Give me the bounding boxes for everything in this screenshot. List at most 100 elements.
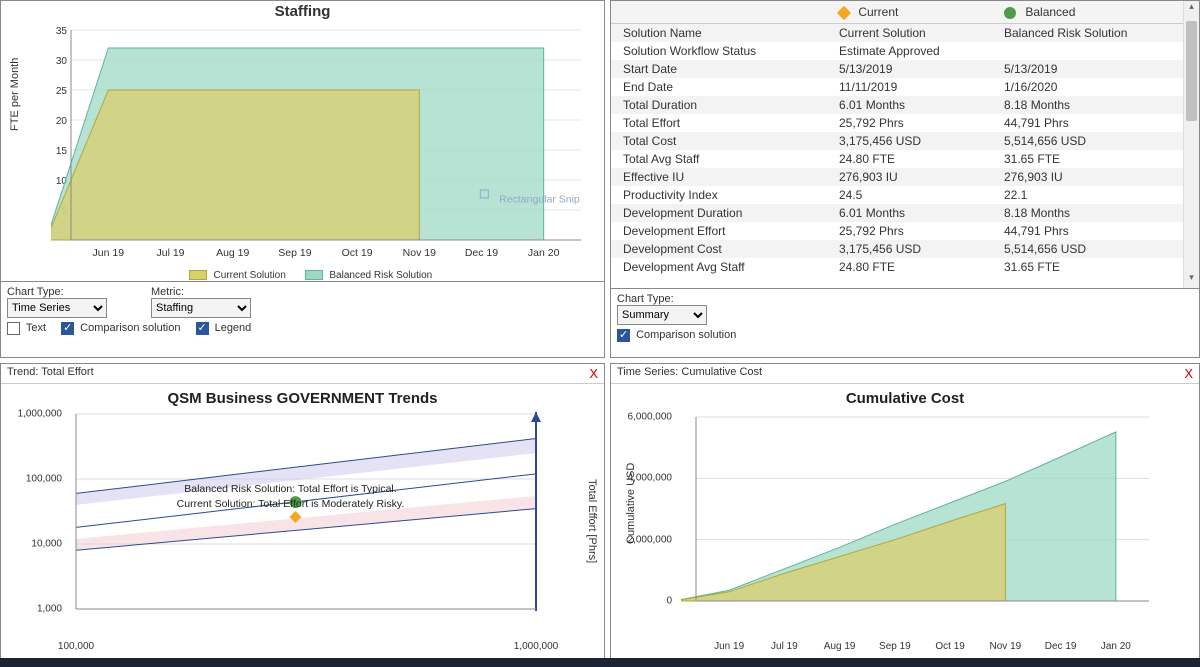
scroll-up-icon[interactable]: ▴ xyxy=(1184,1,1199,17)
svg-text:20: 20 xyxy=(56,116,68,127)
table-row: Development Effort25,792 Phrs44,791 Phrs xyxy=(611,222,1199,240)
summary-header-balanced: Balanced xyxy=(996,1,1199,23)
table-row: End Date11/11/20191/16/2020 xyxy=(611,78,1199,96)
table-cell: Development Duration xyxy=(611,204,831,222)
staffing-panel: Staffing FTE per Month 5101520253035Jun … xyxy=(0,0,605,358)
comparison-checkbox[interactable] xyxy=(61,322,74,335)
table-cell: 276,903 IU xyxy=(996,168,1199,186)
table-cell: Current Solution xyxy=(831,23,996,42)
table-cell: 1/16/2020 xyxy=(996,78,1199,96)
table-cell xyxy=(996,42,1199,60)
svg-text:Sep 19: Sep 19 xyxy=(278,247,311,259)
cumcost-panel: Time Series: Cumulative Cost X Cumulativ… xyxy=(610,363,1200,663)
cumcost-header-text: Time Series: Cumulative Cost xyxy=(617,366,762,381)
cumcost-close-button[interactable]: X xyxy=(1184,366,1193,381)
chart-type-select[interactable]: Time Series xyxy=(7,298,107,318)
table-cell: Total Avg Staff xyxy=(611,150,831,168)
summary-comparison-checkbox[interactable] xyxy=(617,329,630,342)
comparison-checkbox-wrap[interactable]: Comparison solution xyxy=(61,322,183,334)
legend-swatch-balanced xyxy=(305,270,323,280)
table-cell: Development Avg Staff xyxy=(611,258,831,276)
table-cell: Development Cost xyxy=(611,240,831,258)
legend-checkbox-wrap[interactable]: Legend xyxy=(196,322,252,334)
svg-text:Nov 19: Nov 19 xyxy=(403,247,436,259)
taskbar[interactable] xyxy=(0,658,1200,667)
legend-swatch-current xyxy=(189,270,207,280)
table-cell: Effective IU xyxy=(611,168,831,186)
metric-label: Metric: xyxy=(151,286,251,298)
trend-panel: Trend: Total Effort X QSM Business GOVER… xyxy=(0,363,605,663)
table-cell: 276,903 IU xyxy=(831,168,996,186)
table-row: Total Avg Staff24.80 FTE31.65 FTE xyxy=(611,150,1199,168)
table-cell: Start Date xyxy=(611,60,831,78)
svg-text:15: 15 xyxy=(56,146,68,157)
summary-scrollbar[interactable]: ▴ ▾ xyxy=(1183,1,1199,288)
svg-text:Dec 19: Dec 19 xyxy=(465,247,498,259)
table-cell: 6.01 Months xyxy=(831,204,996,222)
table-cell: 31.65 FTE xyxy=(996,150,1199,168)
table-cell: 25,792 Phrs xyxy=(831,114,996,132)
summary-controls: Chart Type: Summary Comparison solution xyxy=(611,288,1199,344)
table-cell: 24.80 FTE xyxy=(831,150,996,168)
table-cell: Solution Name xyxy=(611,23,831,42)
table-row: Development Duration6.01 Months8.18 Mont… xyxy=(611,204,1199,222)
scroll-down-icon[interactable]: ▾ xyxy=(1184,272,1199,288)
table-row: Total Duration6.01 Months8.18 Months xyxy=(611,96,1199,114)
trend-header-text: Trend: Total Effort xyxy=(7,366,94,381)
summary-panel: Current Balanced Solution NameCurrent So… xyxy=(610,0,1200,358)
table-row: Effective IU276,903 IU276,903 IU xyxy=(611,168,1199,186)
legend-checkbox-label: Legend xyxy=(215,322,252,334)
text-checkbox-label: Text xyxy=(26,322,46,334)
table-row: Solution NameCurrent SolutionBalanced Ri… xyxy=(611,23,1199,42)
table-cell: 8.18 Months xyxy=(996,204,1199,222)
circle-icon xyxy=(1004,7,1016,19)
table-row: Total Effort25,792 Phrs44,791 Phrs xyxy=(611,114,1199,132)
trend-title: QSM Business GOVERNMENT Trends xyxy=(1,384,604,409)
staffing-chart: 5101520253035Jun 19Jul 19Aug 19Sep 19Oct… xyxy=(51,20,589,270)
summary-comparison-checkbox-wrap[interactable]: Comparison solution xyxy=(617,329,736,341)
text-checkbox-wrap[interactable]: Text xyxy=(7,322,49,334)
legend-label-balanced: Balanced Risk Solution xyxy=(329,270,432,281)
metric-select[interactable]: Staffing xyxy=(151,298,251,318)
summary-header-row: Current Balanced xyxy=(611,1,1199,23)
table-cell: 22.1 xyxy=(996,186,1199,204)
table-cell: 24.5 xyxy=(831,186,996,204)
cumcost-chart: 02,000,0004,000,0006,000,000 Jun 19Jul 1… xyxy=(681,409,1159,639)
legend-checkbox[interactable] xyxy=(196,322,209,335)
table-row: Start Date5/13/20195/13/2019 xyxy=(611,60,1199,78)
summary-chart-type-select[interactable]: Summary xyxy=(617,305,707,325)
table-cell: Balanced Risk Solution xyxy=(996,23,1199,42)
text-checkbox[interactable] xyxy=(7,322,20,335)
summary-header-balanced-text: Balanced xyxy=(1025,5,1075,19)
staffing-ylabel: FTE per Month xyxy=(9,58,21,131)
svg-text:Jan 20: Jan 20 xyxy=(528,247,560,259)
table-cell: Total Cost xyxy=(611,132,831,150)
table-cell: Productivity Index xyxy=(611,186,831,204)
table-cell: 6.01 Months xyxy=(831,96,996,114)
trend-close-button[interactable]: X xyxy=(589,366,598,381)
table-cell: 5/13/2019 xyxy=(996,60,1199,78)
svg-text:25: 25 xyxy=(56,86,68,97)
trend-chart: 1,00010,000100,0001,000,000 Balanced Ris… xyxy=(71,409,564,639)
svg-text:Jun 19: Jun 19 xyxy=(93,247,125,259)
svg-text:Aug 19: Aug 19 xyxy=(216,247,249,259)
svg-text:30: 30 xyxy=(56,56,68,67)
trend-yaxis-label: Total Effort [Phrs] xyxy=(586,479,598,563)
table-cell: Development Effort xyxy=(611,222,831,240)
svg-text:Rectangular Snip: Rectangular Snip xyxy=(499,194,580,206)
staffing-legend: Current Solution Balanced Risk Solution xyxy=(1,270,604,281)
table-cell: 31.65 FTE xyxy=(996,258,1199,276)
trend-header: Trend: Total Effort X xyxy=(1,364,604,384)
table-row: Development Cost3,175,456 USD5,514,656 U… xyxy=(611,240,1199,258)
svg-text:Current Solution: Total Effort: Current Solution: Total Effort is Modera… xyxy=(177,498,405,510)
summary-table-wrap: Current Balanced Solution NameCurrent So… xyxy=(611,1,1199,288)
table-cell: 5/13/2019 xyxy=(831,60,996,78)
table-row: Total Cost3,175,456 USD5,514,656 USD xyxy=(611,132,1199,150)
table-cell: 3,175,456 USD xyxy=(831,240,996,258)
scroll-thumb[interactable] xyxy=(1186,21,1197,121)
table-cell: 5,514,656 USD xyxy=(996,132,1199,150)
diamond-icon xyxy=(837,6,851,20)
table-cell: 25,792 Phrs xyxy=(831,222,996,240)
summary-header-current: Current xyxy=(831,1,996,23)
table-cell: End Date xyxy=(611,78,831,96)
